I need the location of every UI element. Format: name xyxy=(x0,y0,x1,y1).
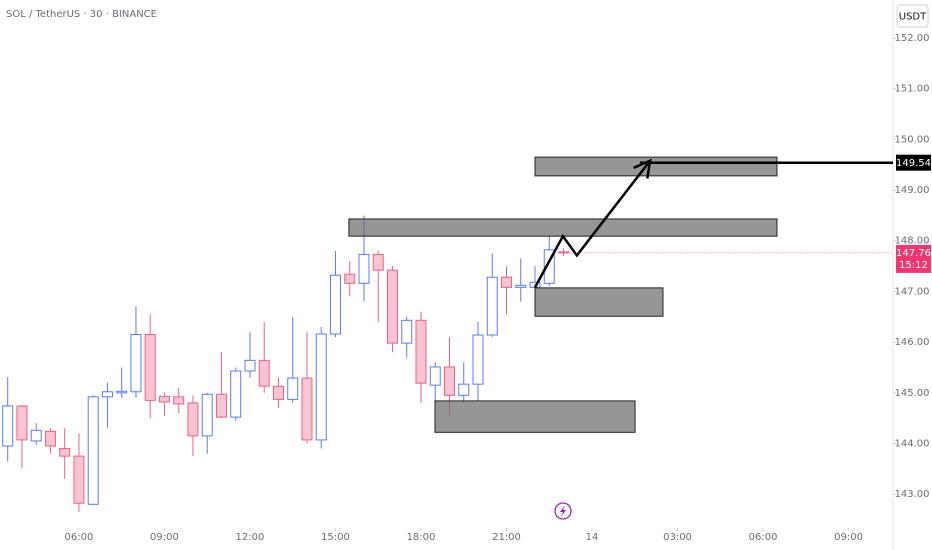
level-label: 149.54 xyxy=(896,158,931,169)
candle-body xyxy=(73,455,85,504)
y-tick-label: 147.00 xyxy=(895,286,930,297)
y-tick-label: 145.00 xyxy=(895,388,930,399)
x-tick-label: 09:00 xyxy=(834,532,863,543)
y-tick-label: 151.00 xyxy=(895,84,930,95)
arrow-head xyxy=(633,158,652,179)
candle-body xyxy=(443,366,455,396)
candle-body xyxy=(386,269,398,344)
candle-body xyxy=(287,377,299,400)
candle-body xyxy=(329,274,341,335)
candle-body xyxy=(215,393,227,418)
y-tick-label: 143.00 xyxy=(895,489,930,500)
y-tick-label: 144.00 xyxy=(895,438,930,449)
candle-body xyxy=(543,249,555,284)
candle-body xyxy=(315,333,327,441)
candle-body xyxy=(401,319,413,344)
zone xyxy=(534,287,664,317)
candle-body xyxy=(158,395,170,403)
candle-body xyxy=(272,385,284,400)
candle-body xyxy=(486,276,498,336)
level-label-box xyxy=(896,154,931,171)
candle-body xyxy=(173,396,185,405)
currency-box[interactable] xyxy=(896,4,929,28)
candle-body xyxy=(30,429,42,442)
candle-body xyxy=(458,383,470,396)
candle-body xyxy=(44,430,56,447)
candle-body xyxy=(130,334,142,393)
candle-body xyxy=(116,390,128,394)
x-tick-label: 09:00 xyxy=(150,532,179,543)
candle-body xyxy=(372,253,384,271)
candle-body xyxy=(472,334,484,385)
candle-body xyxy=(187,402,199,437)
y-tick-label: 148.00 xyxy=(895,236,930,247)
x-tick-label: 12:00 xyxy=(236,532,265,543)
candle-body xyxy=(144,334,156,401)
x-tick-label: 14 xyxy=(586,532,599,543)
candle-body xyxy=(301,377,313,441)
x-tick-label: 21:00 xyxy=(492,532,521,543)
zone xyxy=(434,400,636,433)
candle-body xyxy=(429,366,441,386)
candle-body xyxy=(87,396,99,505)
alert-icon[interactable] xyxy=(554,502,572,520)
x-tick-label: 03:00 xyxy=(663,532,692,543)
candle-body xyxy=(344,273,356,284)
y-tick-label: 152.00 xyxy=(895,33,930,44)
candle-body xyxy=(2,405,14,447)
x-tick-label: 06:00 xyxy=(749,532,778,543)
candle-body xyxy=(515,284,527,288)
candle-body xyxy=(230,370,242,418)
currency-label: USDT xyxy=(899,12,927,23)
candle-body xyxy=(415,319,427,384)
y-tick-label: 150.00 xyxy=(895,134,930,145)
x-tick-label: 18:00 xyxy=(407,532,436,543)
last-price-box xyxy=(896,244,931,273)
chart-title: SOL / TetherUS · 30 · BINANCE xyxy=(6,9,157,20)
projection-path xyxy=(533,159,652,288)
countdown-label: 15:12 xyxy=(899,260,928,271)
y-tick-label: 146.00 xyxy=(895,337,930,348)
candle-body xyxy=(358,253,370,284)
last-price-label: 147.76 xyxy=(896,248,931,259)
y-tick-label: 149.00 xyxy=(895,185,930,196)
x-tick-label: 06:00 xyxy=(65,532,94,543)
candle-body xyxy=(500,276,512,288)
candle-body xyxy=(16,405,28,441)
candle-body xyxy=(244,359,256,372)
zone xyxy=(348,218,778,237)
candle-body xyxy=(101,391,113,398)
candle-body xyxy=(59,448,71,457)
zone xyxy=(534,156,778,177)
x-tick-label: 15:00 xyxy=(321,532,350,543)
candle-body xyxy=(258,359,270,387)
candle-body xyxy=(201,393,213,437)
